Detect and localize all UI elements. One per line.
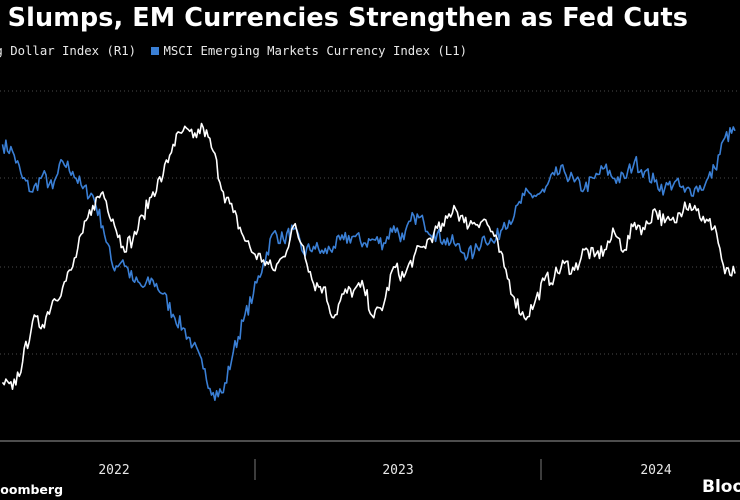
series-layer: [1, 122, 736, 402]
x-axis: 2022 2023 2024: [98, 459, 672, 480]
legend-swatch-em-currency-index: [151, 47, 160, 55]
series-line-dollar-index: [1, 122, 736, 391]
legend-label-em-currency-index: MSCI Emerging Markets Currency Index (L1…: [163, 44, 468, 58]
chart-title: r Slumps, EM Currencies Strengthen as Fe…: [0, 3, 689, 33]
brand-logo-text: Bloom: [702, 477, 740, 497]
legend-label-dollar-index: rg Dollar Index (R1): [0, 44, 137, 58]
legend: rg Dollar Index (R1) MSCI Emerging Marke…: [0, 44, 475, 58]
x-tick-label-2022: 2022: [98, 463, 129, 478]
legend-item-em-currency-index: MSCI Emerging Markets Currency Index (L1…: [151, 44, 467, 58]
x-tick-label-2024: 2024: [640, 463, 671, 478]
x-tick-label-2023: 2023: [382, 463, 413, 478]
series-line-em-currency-index: [1, 126, 736, 402]
source-label: loomberg: [0, 482, 64, 497]
gridlines: [0, 90, 740, 355]
legend-item-dollar-index: rg Dollar Index (R1): [0, 44, 136, 58]
